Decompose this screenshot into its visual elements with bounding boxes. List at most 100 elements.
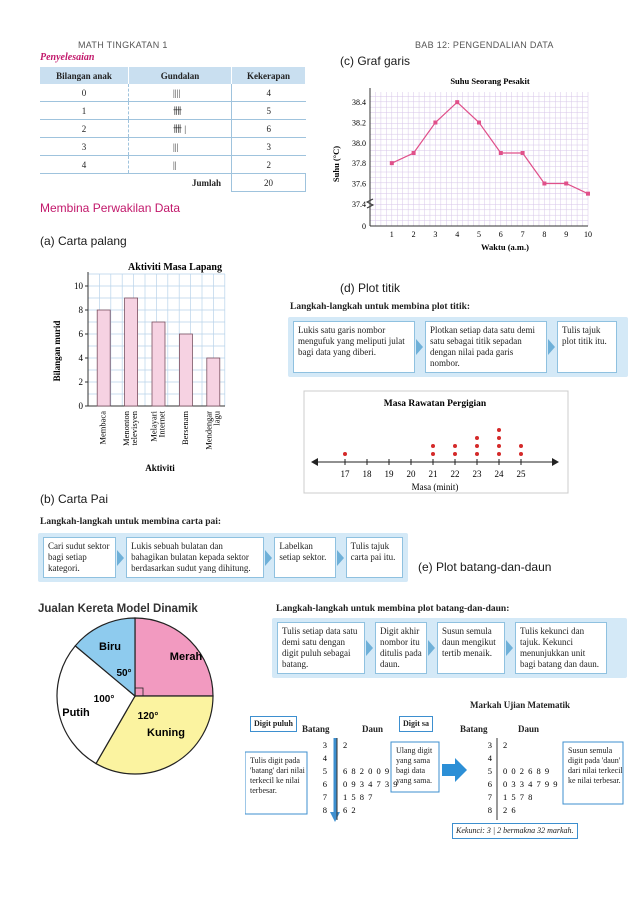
leaf-values-unsorted: 6 2 xyxy=(343,805,357,815)
line-xtick-label: 4 xyxy=(455,230,459,239)
total-label: Jumlah xyxy=(191,177,221,188)
frequency-table: Bilangan anak Gundalan Kekerapan 0 |||| 4 … xyxy=(40,67,306,192)
transform-arrow xyxy=(442,758,467,782)
bar xyxy=(96,309,111,407)
right-angle-mark xyxy=(134,687,144,697)
leaf-values-sorted: 0 0 2 6 8 9 xyxy=(503,766,550,776)
stem-steps-title: Langkah-langkah untuk membina plot batan… xyxy=(276,604,510,614)
stem-value: 5 xyxy=(323,766,327,776)
dot-point xyxy=(519,452,523,456)
stem-title: Markah Ujian Matematik xyxy=(470,700,570,710)
pie-step-2: Lukis sebuah bulatan dan bahagikan bulat… xyxy=(126,537,273,578)
callout-right-box xyxy=(562,741,624,805)
penyelesaian-label: Penyelesaian xyxy=(40,52,95,63)
callout-mid-box xyxy=(390,741,440,793)
bar-category-label: Mendengar xyxy=(203,411,213,450)
dot-point xyxy=(497,452,501,456)
subtitle-e: (e) Plot batang-dan-daun xyxy=(418,560,552,574)
stem-value: 7 xyxy=(323,792,327,802)
line-xtick-label: 1 xyxy=(390,230,394,239)
pie-slice xyxy=(56,645,136,765)
stem-value: 6 xyxy=(323,779,327,789)
pie-title: Jualan Kereta Model Dinamik xyxy=(38,603,198,615)
bar-chart-title: Aktiviti Masa Lapang xyxy=(128,262,222,273)
pie-slice xyxy=(134,617,214,697)
line-ytick-label: 37.8 xyxy=(352,159,366,168)
subtitle-b: (b) Carta Pai xyxy=(40,492,109,506)
bar-chart-ylabel: Bilangan murid xyxy=(52,321,62,382)
dot-plot-frame xyxy=(303,390,569,494)
dot-point xyxy=(453,444,457,448)
stem-value: 3 xyxy=(488,740,492,750)
line-point xyxy=(455,100,460,105)
stem-value: 4 xyxy=(323,753,328,763)
leaf-values-unsorted: 6 8 2 0 0 9 xyxy=(343,766,390,776)
dot-point xyxy=(475,452,479,456)
bar-category-label: Internet xyxy=(157,410,167,437)
total-value: 20 xyxy=(231,173,306,192)
subtitle-d: (d) Plot titik xyxy=(340,281,401,295)
bar-ytick-label: 10 xyxy=(74,281,84,291)
stem-steps: Tulis setiap data satu demi satu dengan … xyxy=(272,618,627,678)
leaf-values-unsorted: 0 9 3 4 7 3 9 xyxy=(343,779,399,789)
dot-tick-label: 25 xyxy=(517,469,527,479)
line-point xyxy=(411,151,416,155)
pie-slice-label: Biru xyxy=(99,641,121,653)
pie-step-1: Cari sudut sektor bagi setiap kategori. xyxy=(43,537,125,578)
pie-steps-title: Langkah-langkah untuk membina carta pai: xyxy=(40,517,222,527)
pie-step-4: Tulis tajuk carta pai itu. xyxy=(345,537,403,578)
table-row: 3 ||| 3 xyxy=(40,137,306,156)
line-xtick-label: 7 xyxy=(521,230,525,239)
stem-value: 5 xyxy=(488,766,492,776)
bar-ytick-label: 6 xyxy=(79,329,84,339)
stem-step-1: Tulis setiap data satu demi satu dengan … xyxy=(277,622,373,674)
bar-ytick-label: 0 xyxy=(79,401,84,411)
bar-category-label: Melayari xyxy=(149,410,159,441)
table-total-row: Jumlah 20 xyxy=(40,173,306,192)
line-ytick-label: 37.4 xyxy=(352,200,366,209)
line-point xyxy=(586,191,590,196)
line-xtick-label: 5 xyxy=(477,230,481,239)
dot-point xyxy=(431,444,435,448)
line-ytick-label: 38.0 xyxy=(352,139,366,148)
dot-point xyxy=(343,452,347,456)
dot-plot-xlabel: Masa (minit) xyxy=(412,482,459,492)
line-point xyxy=(433,120,438,125)
line-point xyxy=(520,151,525,155)
stem-value: 6 xyxy=(488,779,492,789)
th-kekerapan: Kekerapan xyxy=(231,67,306,84)
table-row: 4 || 2 xyxy=(40,155,306,174)
line-xtick-label: 2 xyxy=(412,230,416,239)
leaf-values-sorted: 2 6 xyxy=(503,805,517,815)
line-series xyxy=(391,101,589,195)
line-point xyxy=(542,181,547,186)
bar-chart: Aktiviti Masa Lapang Bilangan murid 0 2 4 6… xyxy=(52,262,226,473)
header-left: MATH TINGKATAN 1 xyxy=(78,40,168,50)
stem-header-1: Batang xyxy=(302,724,330,734)
line-chart-title: Suhu Seorang Pesakit xyxy=(450,76,530,86)
leaf-values-sorted: 0 3 3 4 7 9 9 xyxy=(503,779,559,789)
bar xyxy=(206,357,221,407)
dot-tick-label: 19 xyxy=(385,469,395,479)
dot-point xyxy=(453,452,457,456)
stem-value: 8 xyxy=(323,805,327,815)
line-point xyxy=(564,181,569,186)
stem-value: 7 xyxy=(488,792,492,802)
dot-point xyxy=(475,444,479,448)
section-title: Membina Perwakilan Data xyxy=(40,201,181,215)
line-xtick-label: 10 xyxy=(584,230,592,239)
angle-label: 50° xyxy=(116,668,131,679)
line-xtick-label: 6 xyxy=(499,230,503,239)
dot-axis-arrow-left xyxy=(311,458,318,466)
leaf-header-1: Daun xyxy=(362,724,384,734)
dot-step-3: Tulis tajuk plot titik itu. xyxy=(557,321,617,373)
callout-left: Tulis digit pada 'batang' dari nilai ter… xyxy=(250,756,305,795)
bar xyxy=(124,297,138,407)
bar-chart-xlabel: Aktiviti xyxy=(145,463,175,473)
leaf-values-sorted: 2 xyxy=(503,740,508,750)
table-row: 0 |||| 4 xyxy=(40,84,306,102)
pie-slice xyxy=(95,695,214,775)
pie-chart: Jualan Kereta Model Dinamik Merah Kuning P… xyxy=(38,603,214,775)
stem-step-3: Susun semula daun mengikut tertib menaik… xyxy=(437,622,513,674)
